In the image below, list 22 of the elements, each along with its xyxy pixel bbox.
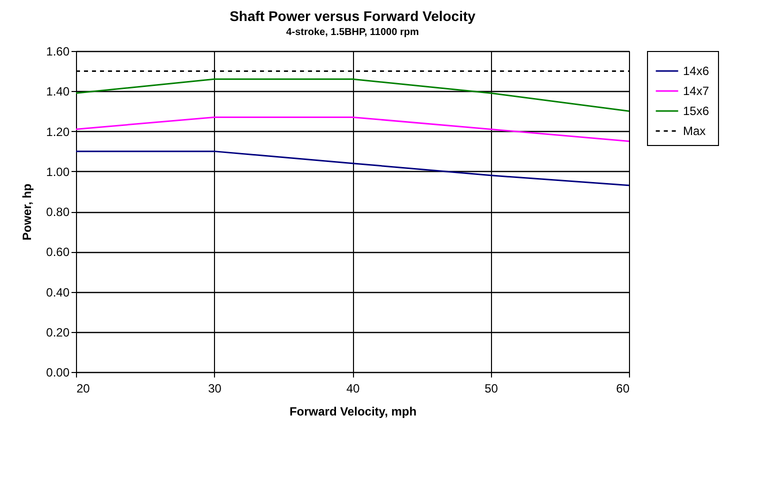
- legend-label: 14x7: [683, 84, 710, 98]
- y-tick-label: 1.40: [46, 84, 70, 99]
- chart-subtitle: 4-stroke, 1.5BHP, 11000 rpm: [286, 27, 419, 38]
- legend-label: 15x6: [683, 104, 710, 118]
- y-tick-label: 1.60: [46, 44, 70, 58]
- y-tick-label: 0.80: [46, 205, 70, 219]
- legend-label: Max: [683, 124, 706, 138]
- y-tick-label: 0.20: [46, 325, 70, 340]
- legend-label: 14x6: [683, 64, 710, 78]
- x-tick-label: 50: [484, 382, 498, 396]
- x-tick-label: 20: [76, 382, 90, 396]
- y-axis-title: Power, hp: [20, 184, 34, 240]
- chart-title: Shaft Power versus Forward Velocity: [230, 8, 476, 24]
- x-axis-title: Forward Velocity, mph: [289, 404, 417, 418]
- x-tick-label: 30: [208, 382, 222, 396]
- x-tick-label: 40: [346, 382, 360, 396]
- y-tick-label: 1.20: [46, 124, 70, 139]
- y-tick-label: 0.60: [46, 245, 70, 260]
- y-tick-label: 0.40: [46, 285, 70, 300]
- x-tick-label: 60: [616, 382, 630, 396]
- y-tick-label: 1.00: [46, 164, 70, 179]
- y-tick-label: 0.00: [46, 366, 70, 380]
